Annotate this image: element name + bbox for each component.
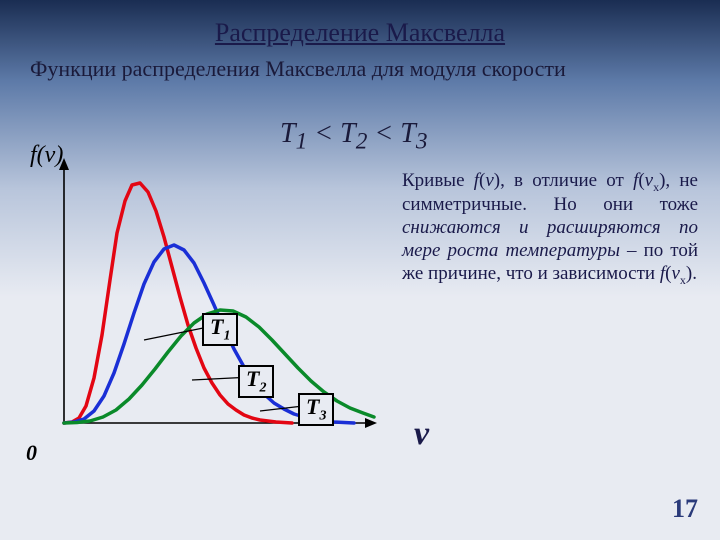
page-number: 17 — [672, 494, 698, 524]
curve-label-T2: T2 — [238, 365, 274, 398]
slide-subtitle: Функции распределения Максвелла для моду… — [0, 48, 720, 82]
description-text: Кривые f(v), в отличие от f(vx), не симм… — [402, 170, 698, 287]
slide-root: Распределение Максвелла Функции распреде… — [0, 0, 720, 540]
origin-label: 0 — [26, 440, 37, 466]
temperature-inequality: T1 < T2 < T3 — [280, 118, 428, 156]
slide-title: Распределение Максвелла — [0, 0, 720, 48]
curve-label-T1: T1 — [202, 313, 238, 346]
curve-label-T3: T3 — [298, 393, 334, 426]
x-axis-label: v — [414, 415, 429, 453]
